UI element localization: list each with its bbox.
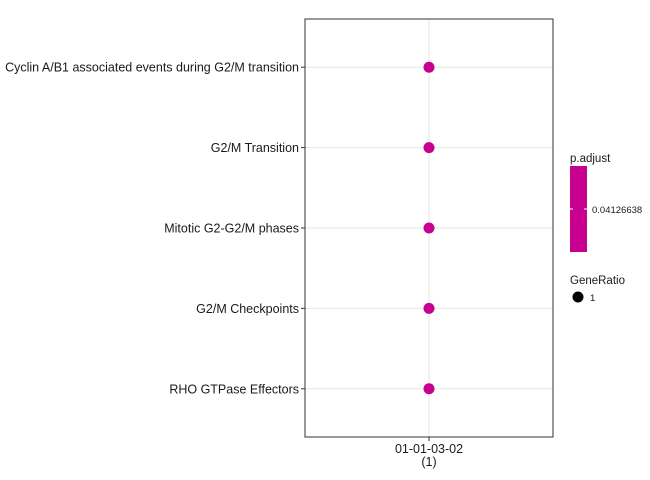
size-legend-title: GeneRatio: [570, 275, 625, 287]
data-point: [423, 142, 435, 154]
color-legend-title: p.adjust: [570, 153, 611, 165]
y-tick-label: G2/M Checkpoints: [196, 302, 299, 316]
y-tick-label: RHO GTPase Effectors: [169, 382, 299, 396]
size-legend-key: [572, 291, 584, 303]
data-point: [423, 302, 435, 314]
color-legend-label: 0.04126638: [592, 205, 642, 216]
data-point: [423, 383, 435, 395]
y-axis: Cyclin A/B1 associated events during G2/…: [5, 61, 305, 396]
size-legend-label: 1: [590, 293, 595, 304]
data-point: [423, 61, 435, 73]
data-points: [423, 61, 435, 395]
y-tick-label: Mitotic G2-G2/M phases: [164, 222, 299, 236]
y-tick-label: Cyclin A/B1 associated events during G2/…: [5, 61, 299, 75]
x-tick-label: 01-01-03-02: [395, 442, 463, 456]
legend: p.adjust 0.04126638 GeneRatio 1: [570, 153, 642, 304]
x-tick-sublabel: (1): [421, 455, 436, 469]
y-tick-label: G2/M Transition: [211, 141, 299, 155]
x-axis: 01-01-03-02(1): [395, 437, 463, 469]
data-point: [423, 222, 435, 234]
color-legend-bar: [570, 166, 587, 252]
